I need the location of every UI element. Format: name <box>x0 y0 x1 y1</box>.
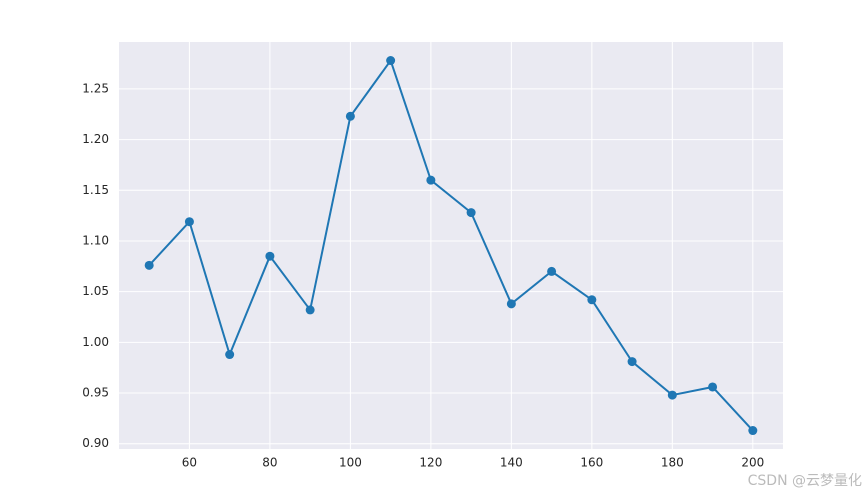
y-tick-label: 1.15 <box>82 183 109 197</box>
y-tick-label: 1.10 <box>82 233 109 247</box>
x-tick-label: 200 <box>741 456 764 470</box>
marker <box>748 426 758 436</box>
plot-area <box>119 42 783 449</box>
marker <box>506 299 516 309</box>
x-tick-label: 100 <box>339 456 362 470</box>
y-tick-label: 0.90 <box>82 436 109 450</box>
marker <box>426 175 436 185</box>
y-tick-label: 1.20 <box>82 132 109 146</box>
marker <box>708 382 718 392</box>
x-tick-label: 60 <box>182 456 197 470</box>
marker <box>144 260 154 270</box>
x-tick-label: 120 <box>419 456 442 470</box>
marker <box>225 350 235 360</box>
marker <box>627 357 637 367</box>
x-tick-label: 80 <box>262 456 277 470</box>
marker <box>667 390 677 400</box>
marker <box>587 295 597 305</box>
y-tick-label: 0.95 <box>82 386 109 400</box>
marker <box>386 56 396 66</box>
x-tick-label: 180 <box>661 456 684 470</box>
line <box>148 58 754 432</box>
marker <box>547 266 557 276</box>
marker <box>265 251 275 261</box>
marker <box>305 305 315 315</box>
watermark: CSDN @云梦量化 <box>748 473 862 489</box>
y-tick-label: 1.25 <box>82 81 109 95</box>
y-tick-label: 1.00 <box>82 335 109 349</box>
x-tick-label: 160 <box>580 456 603 470</box>
marker <box>345 111 355 121</box>
y-tick-label: 1.05 <box>82 284 109 298</box>
marker <box>184 217 194 227</box>
marker <box>466 208 476 218</box>
x-tick-label: 140 <box>500 456 523 470</box>
